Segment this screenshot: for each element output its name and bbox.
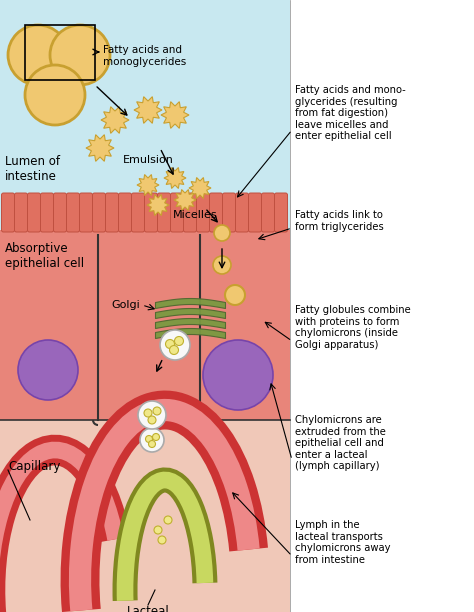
FancyBboxPatch shape: [171, 193, 183, 232]
Polygon shape: [101, 106, 129, 133]
Bar: [0, 420, 290, 612]
FancyBboxPatch shape: [157, 193, 171, 232]
Polygon shape: [147, 195, 169, 215]
Bar: [25, 25, 95, 80]
Polygon shape: [161, 102, 189, 129]
Text: Absorptive
epithelial cell: Absorptive epithelial cell: [5, 242, 84, 270]
Text: Fatty acids and
monoglycerides: Fatty acids and monoglycerides: [103, 45, 186, 67]
FancyBboxPatch shape: [92, 193, 106, 232]
Bar: [0, 230, 290, 420]
Text: Lacteal: Lacteal: [127, 605, 169, 612]
Polygon shape: [86, 135, 114, 162]
FancyBboxPatch shape: [222, 193, 236, 232]
Circle shape: [158, 536, 166, 544]
Text: Golgi: Golgi: [111, 300, 140, 310]
Text: Capillary: Capillary: [8, 460, 60, 473]
Text: Chylomicrons are
extruded from the
epithelial cell and
enter a lacteal
(lymph ca: Chylomicrons are extruded from the epith…: [295, 415, 386, 471]
Circle shape: [174, 337, 183, 346]
Circle shape: [25, 65, 85, 125]
FancyBboxPatch shape: [183, 193, 197, 232]
Text: Micelles: Micelles: [173, 210, 217, 220]
FancyBboxPatch shape: [210, 193, 222, 232]
Circle shape: [170, 346, 179, 354]
FancyBboxPatch shape: [27, 193, 40, 232]
Bar: [290, 0, 474, 612]
FancyBboxPatch shape: [54, 193, 66, 232]
Circle shape: [148, 416, 156, 424]
Circle shape: [214, 225, 230, 241]
Circle shape: [213, 256, 231, 274]
FancyBboxPatch shape: [1, 193, 15, 232]
Circle shape: [225, 285, 245, 305]
Polygon shape: [164, 168, 186, 188]
FancyBboxPatch shape: [197, 193, 210, 232]
FancyBboxPatch shape: [118, 193, 131, 232]
Circle shape: [154, 526, 162, 534]
Text: Emulsion: Emulsion: [123, 155, 173, 165]
FancyBboxPatch shape: [66, 193, 80, 232]
Circle shape: [153, 433, 159, 441]
Polygon shape: [174, 190, 196, 211]
Polygon shape: [189, 177, 211, 198]
Circle shape: [18, 340, 78, 400]
Circle shape: [146, 436, 153, 442]
FancyBboxPatch shape: [262, 193, 274, 232]
FancyBboxPatch shape: [15, 193, 27, 232]
FancyBboxPatch shape: [236, 193, 248, 232]
Circle shape: [8, 25, 68, 85]
FancyBboxPatch shape: [131, 193, 145, 232]
Polygon shape: [134, 97, 162, 123]
Text: Fatty acids link to
form triglycerides: Fatty acids link to form triglycerides: [295, 210, 384, 231]
Circle shape: [165, 340, 174, 348]
Circle shape: [203, 340, 273, 410]
FancyBboxPatch shape: [106, 193, 118, 232]
Circle shape: [153, 407, 161, 415]
FancyBboxPatch shape: [274, 193, 288, 232]
Text: Lumen of
intestine: Lumen of intestine: [5, 155, 60, 183]
Bar: [0, 0, 290, 230]
Circle shape: [164, 516, 172, 524]
Circle shape: [138, 401, 166, 429]
Text: Fatty globules combine
with proteins to form
chylomicrons (inside
Golgi apparatu: Fatty globules combine with proteins to …: [295, 305, 411, 350]
Circle shape: [140, 428, 164, 452]
Polygon shape: [137, 174, 159, 195]
FancyBboxPatch shape: [40, 193, 54, 232]
FancyBboxPatch shape: [80, 193, 92, 232]
Circle shape: [50, 25, 110, 85]
FancyBboxPatch shape: [248, 193, 262, 232]
Text: Lymph in the
lacteal transports
chylomicrons away
from intestine: Lymph in the lacteal transports chylomic…: [295, 520, 391, 565]
Circle shape: [148, 441, 155, 447]
FancyBboxPatch shape: [145, 193, 157, 232]
Text: Fatty acids and mono-
glycerides (resulting
from fat digestion)
leave micelles a: Fatty acids and mono- glycerides (result…: [295, 85, 406, 141]
Circle shape: [144, 409, 152, 417]
Circle shape: [160, 330, 190, 360]
